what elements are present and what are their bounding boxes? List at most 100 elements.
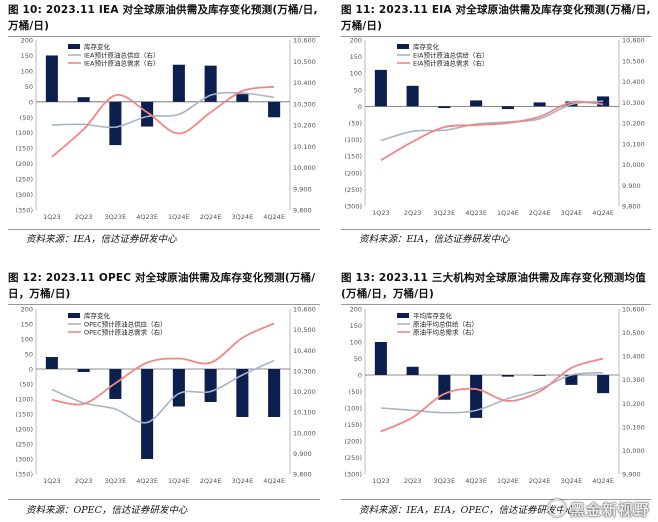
left-tick-label: 0 bbox=[29, 366, 33, 374]
left-tick-label: 200 bbox=[350, 37, 362, 45]
chart-title: 图 13: 2023.11 三大机构对全球原油供需及库存变化预测均值 (万桶/日… bbox=[341, 270, 653, 302]
right-tick-label: 10,400 bbox=[622, 78, 645, 86]
legend-label: 库存变化 bbox=[84, 311, 111, 320]
source-note: 资料来源：IEA，EIA，OPEC，信达证券研发中心 bbox=[359, 505, 575, 516]
bar bbox=[109, 101, 122, 146]
bar bbox=[406, 85, 419, 107]
source-rule bbox=[341, 499, 651, 500]
legend-label: 库存变化 bbox=[84, 42, 111, 51]
chart-title-line-2: 日，万桶/日) bbox=[8, 288, 71, 300]
right-tick-label: 10,000 bbox=[293, 429, 316, 437]
left-tick-label: 0 bbox=[29, 98, 33, 106]
bar bbox=[172, 64, 185, 102]
watermark-text: 黑金新视野 bbox=[569, 501, 650, 519]
bar bbox=[77, 97, 90, 102]
chart-title: 图 10: 2023.11 IEA 对全球原油供需及库存变化预测(万桶/日, 万… bbox=[8, 2, 326, 34]
x-tick-label: 3Q23E bbox=[105, 477, 127, 485]
legend-label: EIA预计原油总需求（右） bbox=[413, 59, 488, 68]
legend-swatch-bar bbox=[397, 313, 409, 318]
legend-swatch-bar bbox=[68, 44, 80, 49]
legend-label: IEA预计原油总供应（右） bbox=[84, 51, 159, 60]
bar bbox=[268, 369, 281, 417]
left-tick-label: 50 bbox=[354, 86, 362, 94]
source-rule bbox=[341, 229, 651, 230]
x-tick-label: 2Q23 bbox=[75, 213, 93, 221]
wechat-icon bbox=[547, 499, 566, 517]
x-tick-label: 1Q24E bbox=[497, 477, 519, 485]
legend-label: EIA预计原油总供给（右） bbox=[413, 51, 488, 60]
left-tick-label: (100) bbox=[16, 129, 33, 137]
chart-title-line-1: 图 12: 2023.11 OPEC 对全球原油供需及库存变化预测(万桶/ bbox=[8, 272, 316, 284]
left-tick-label: 150 bbox=[21, 321, 33, 329]
right-tick-label: 10,400 bbox=[293, 79, 316, 87]
left-tick-label: 150 bbox=[350, 322, 362, 330]
right-tick-label: 10,500 bbox=[293, 58, 316, 66]
right-tick-label: 9,800 bbox=[293, 471, 312, 479]
x-tick-label: 1Q23 bbox=[43, 213, 61, 221]
x-tick-label: 2Q23 bbox=[75, 477, 93, 485]
bar bbox=[268, 101, 281, 118]
bar bbox=[204, 369, 217, 402]
right-tick-label: 10,000 bbox=[622, 447, 645, 455]
left-tick-label: (50) bbox=[20, 114, 33, 122]
right-tick-label: 10,200 bbox=[622, 400, 645, 408]
panel-eia: 图 11: 2023.11 EIA 对全球原油供需及库存变化预测(万桶/日, 万… bbox=[329, 0, 658, 261]
chart-title-line-1: 图 13: 2023.11 三大机构对全球原油供需及库存变化预测均值 bbox=[341, 272, 646, 284]
left-tick-label: (300) bbox=[16, 456, 33, 464]
x-tick-label: 2Q24E bbox=[200, 477, 222, 485]
right-tick-label: 10,100 bbox=[622, 423, 645, 431]
bar bbox=[374, 342, 387, 375]
x-tick-label: 3Q23E bbox=[434, 209, 456, 217]
left-tick-label: 50 bbox=[354, 355, 362, 363]
bar bbox=[597, 375, 610, 394]
right-tick-label: 9,900 bbox=[622, 182, 641, 190]
left-tick-label: (150) bbox=[16, 145, 33, 153]
source-note: 资料来源：IEA，信达证券研发中心 bbox=[26, 234, 177, 245]
chart-opec: 200 150 100 50 0 (50) (100) (150) (200) (250) (300… bbox=[16, 306, 316, 486]
chart-title-line-1: 图 11: 2023.11 EIA 对全球原油供需及库存变化预测(万桶/日, bbox=[341, 4, 651, 16]
left-tick-label: (200) bbox=[345, 169, 362, 177]
left-tick-label: (200) bbox=[16, 160, 33, 168]
right-tick-label: 9,900 bbox=[293, 185, 312, 193]
chart-title: 图 12: 2023.11 OPEC 对全球原油供需及库存变化预测(万桶/ 日，… bbox=[8, 270, 326, 302]
x-tick-label: 2Q24E bbox=[200, 213, 222, 221]
bar bbox=[236, 369, 249, 417]
right-tick-label: 10,100 bbox=[293, 143, 316, 151]
right-tick-label: 10,500 bbox=[293, 326, 316, 334]
x-tick-label: 4Q23E bbox=[465, 477, 487, 485]
demand-line bbox=[380, 357, 604, 433]
left-tick-label: (300) bbox=[345, 471, 362, 479]
x-tick-label: 2Q24E bbox=[529, 209, 551, 217]
x-tick-label: 3Q23E bbox=[105, 213, 127, 221]
left-tick-label: 200 bbox=[21, 37, 33, 45]
left-tick-label: (150) bbox=[16, 411, 33, 419]
x-tick-label: 2Q24E bbox=[529, 477, 551, 485]
x-tick-label: 1Q24E bbox=[168, 213, 190, 221]
demand-line bbox=[380, 100, 604, 162]
bar bbox=[141, 369, 154, 459]
x-tick-label: 2Q23 bbox=[404, 209, 422, 217]
left-tick-label: (250) bbox=[16, 441, 33, 449]
left-tick-label: (100) bbox=[16, 396, 33, 404]
left-tick-label: (150) bbox=[345, 421, 362, 429]
left-tick-label: (300) bbox=[16, 191, 33, 199]
x-tick-label: 4Q23E bbox=[136, 477, 158, 485]
left-tick-label: (50) bbox=[349, 388, 362, 396]
source-note: 资料来源：EIA，信达证券研发中心 bbox=[359, 234, 510, 245]
left-tick-label: 0 bbox=[358, 372, 362, 380]
x-tick-label: 1Q24E bbox=[168, 477, 190, 485]
legend-label: 库存变化 bbox=[413, 42, 440, 51]
panel-average: 图 13: 2023.11 三大机构对全球原油供需及库存变化预测均值 (万桶/日… bbox=[329, 264, 658, 522]
x-tick-label: 1Q24E bbox=[497, 209, 519, 217]
left-tick-label: 200 bbox=[350, 306, 362, 314]
title-rule bbox=[8, 36, 320, 37]
legend-label: OPEC预计原油总供应（右） bbox=[84, 320, 167, 329]
left-tick-label: 200 bbox=[21, 306, 33, 314]
x-tick-label: 4Q24E bbox=[592, 477, 614, 485]
right-tick-label: 10,300 bbox=[622, 376, 645, 384]
right-tick-label: 10,500 bbox=[622, 329, 645, 337]
demand-line bbox=[51, 322, 275, 406]
right-tick-label: 9,900 bbox=[622, 471, 641, 479]
left-tick-label: (350) bbox=[16, 471, 33, 479]
left-tick-label: (200) bbox=[345, 438, 362, 446]
